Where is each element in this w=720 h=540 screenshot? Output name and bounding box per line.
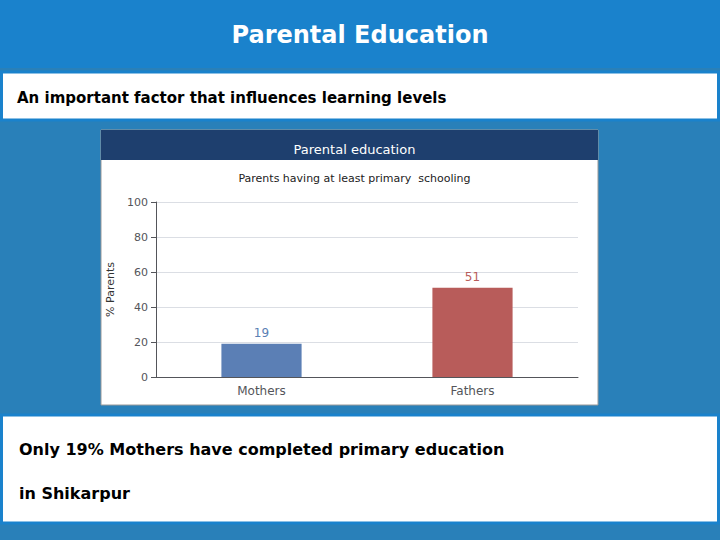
svg-text:51: 51 [465,270,480,284]
svg-text:0: 0 [141,371,148,384]
svg-text:Parental education: Parental education [294,142,416,157]
svg-text:19: 19 [254,326,269,340]
svg-text:20: 20 [134,336,148,349]
svg-text:100: 100 [127,196,148,209]
svg-text:80: 80 [134,231,148,244]
svg-text:Parents having at least primar: Parents having at least primary schoolin… [238,172,470,185]
svg-text:Only 19% Mothers have complete: Only 19% Mothers have completed primary … [19,440,504,459]
svg-text:Parental Education: Parental Education [232,21,489,49]
svg-text:60: 60 [134,266,148,279]
svg-text:40: 40 [134,301,148,314]
svg-text:% Parents: % Parents [104,262,117,317]
svg-text:Fathers: Fathers [450,384,494,398]
svg-text:Mothers: Mothers [237,384,286,398]
svg-text:An important factor that influ: An important factor that influences lear… [17,89,446,107]
svg-text:in Shikarpur: in Shikarpur [19,484,130,503]
